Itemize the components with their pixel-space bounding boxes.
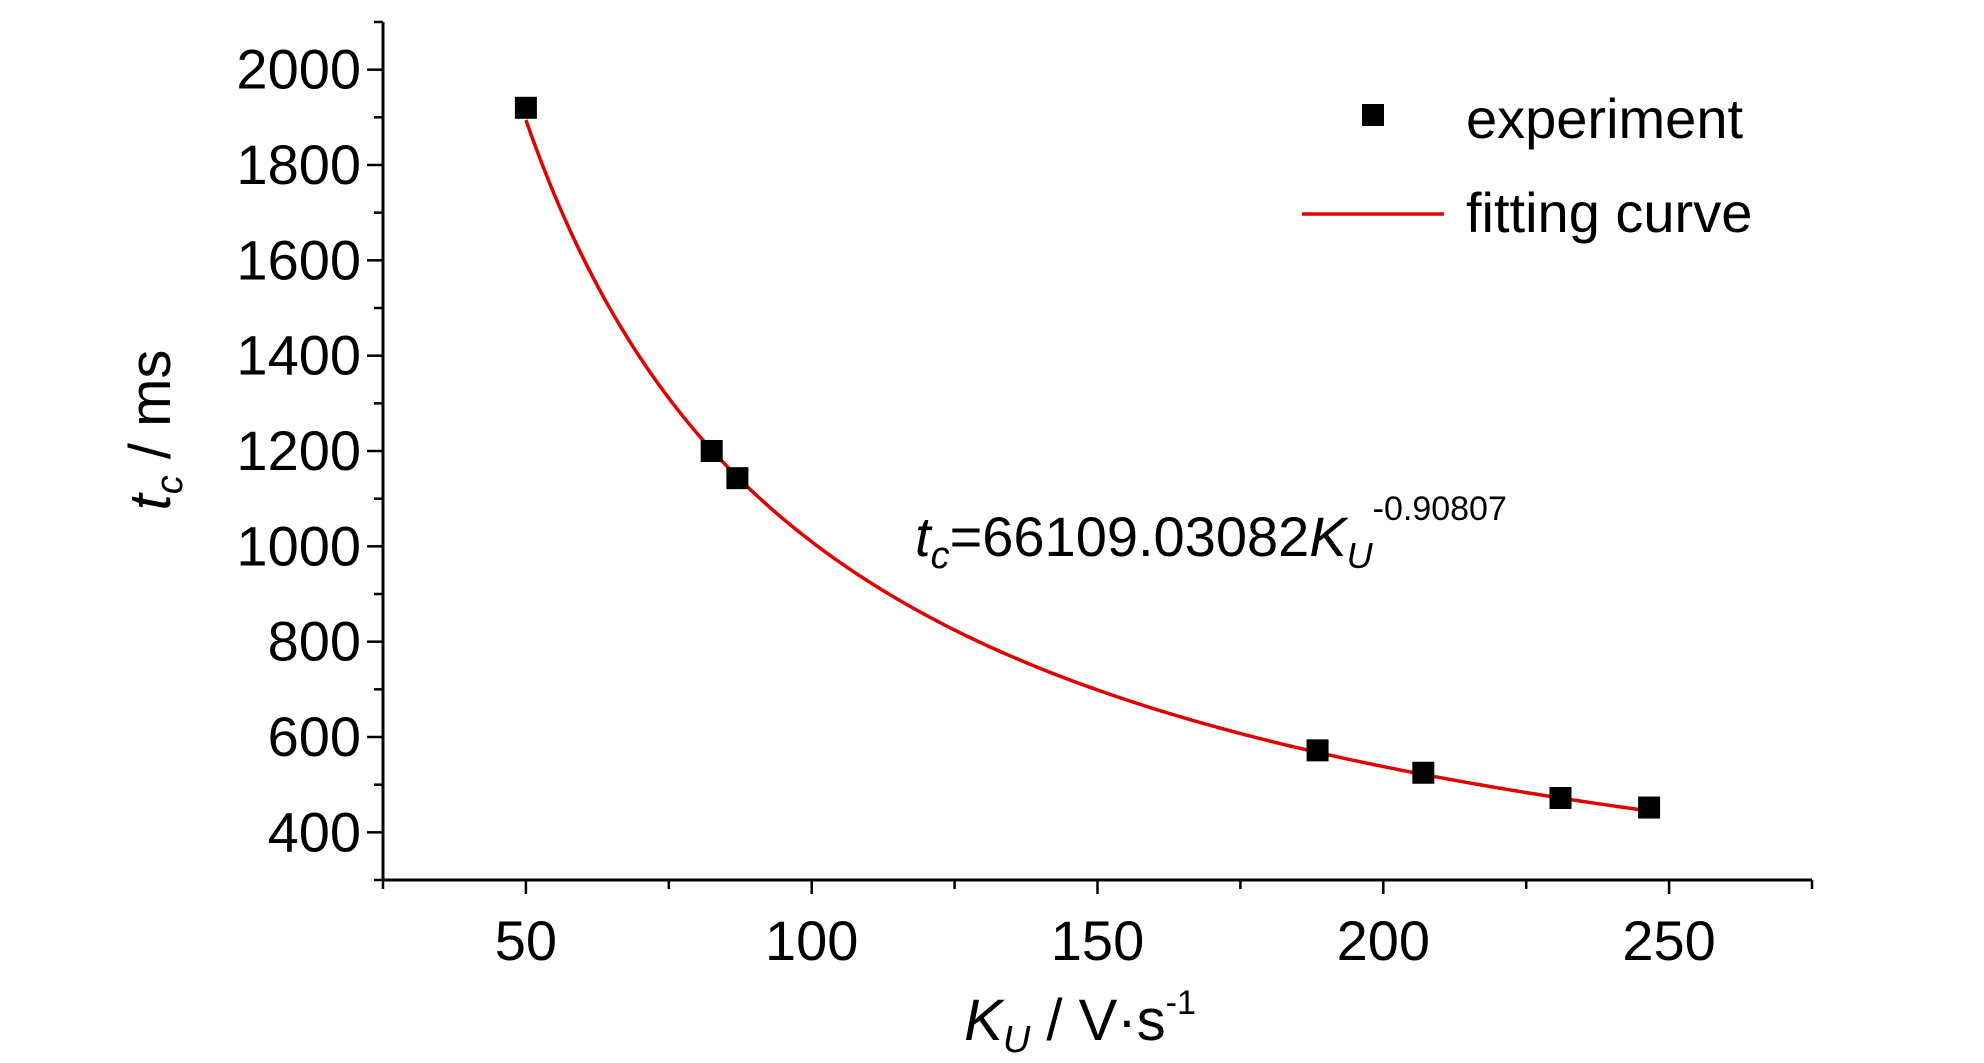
y-tick-label: 1400	[236, 324, 361, 387]
x-tick-label: 200	[1337, 909, 1430, 972]
experiment-point	[1638, 796, 1661, 819]
legend-label-experiment: experiment	[1466, 87, 1743, 150]
y-tick-label: 400	[268, 800, 361, 863]
experiment-points-layer	[514, 96, 1661, 819]
y-tick-label: 1600	[236, 228, 361, 291]
x-tick-label: 250	[1622, 909, 1715, 972]
experiment-point	[1306, 739, 1329, 762]
fit-equation: tc=66109.03082KU-0.90807	[915, 490, 1507, 577]
y-tick-label: 1200	[236, 419, 361, 482]
y-tick-label: 800	[268, 610, 361, 673]
x-tick-label: 150	[1051, 909, 1144, 972]
x-tick-label: 100	[765, 909, 858, 972]
axes	[381, 22, 1812, 882]
experiment-point	[514, 96, 537, 119]
legend-label-fitting-curve: fitting curve	[1466, 181, 1752, 244]
y-tick-label: 600	[268, 705, 361, 768]
legend: experiment fitting curve	[1302, 87, 1752, 244]
x-axis-label: KU / V·s-1	[964, 984, 1196, 1061]
ticks: 400 600 800 1000 1200 1400 1600 1800 2000 50 100 15…	[236, 20, 1814, 972]
y-tick-label: 1000	[236, 514, 361, 577]
x-tick-label: 50	[495, 909, 557, 972]
experiment-point	[1412, 761, 1435, 784]
experiment-point	[1549, 787, 1572, 810]
y-tick-label: 1800	[236, 133, 361, 196]
y-axis-label: tc / ms	[118, 350, 191, 511]
experiment-point	[700, 440, 723, 462]
legend-marker-experiment	[1362, 104, 1384, 126]
y-tick-label: 2000	[236, 38, 361, 101]
experiment-point	[726, 467, 749, 490]
